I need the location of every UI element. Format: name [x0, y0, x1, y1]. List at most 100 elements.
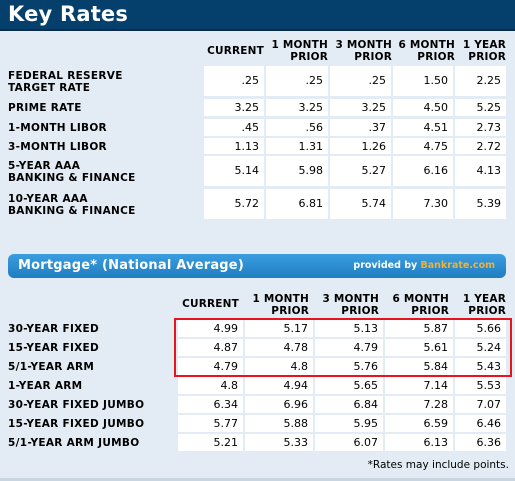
key-rate-row: 3-MONTH LIBOR 1.13 1.31 1.26 4.75 2.72: [4, 138, 510, 155]
mortgage-value: 5.65: [315, 377, 383, 394]
mortgage-value: 6.96: [245, 396, 313, 413]
mortgage-value: 5.13: [315, 320, 383, 337]
title-bar: Key Rates: [0, 0, 515, 31]
key-rate-value: 2.72: [455, 138, 506, 154]
mortgage-value: 6.46: [455, 415, 506, 432]
key-rate-value: 4.51: [393, 119, 453, 136]
mortgage-label: 30-YEAR FIXED JUMBO: [8, 399, 145, 411]
key-rate-row: 1-MONTH LIBOR .45.56.37 4.51 2.73: [4, 119, 510, 137]
bottom-divider: [0, 478, 515, 481]
key-rate-value: .37: [330, 119, 391, 136]
key-rate-label: 1-MONTH LIBOR: [8, 122, 107, 134]
key-rate-label: PRIME RATE: [8, 102, 82, 114]
mg-col-header-3-month: 3 MONTH PRIOR: [322, 293, 379, 317]
mg-col-header-1-year: 1 YEAR PRIOR: [462, 293, 506, 317]
key-rate-value: 5.98: [266, 156, 328, 186]
key-rate-value: 5.14: [204, 156, 264, 186]
key-rate-value: 3.25: [330, 99, 391, 116]
key-rate-value: 1.31: [266, 138, 328, 154]
key-rate-value: .25: [266, 66, 328, 96]
bankrate-link[interactable]: Bankrate.com: [420, 260, 495, 271]
key-rate-value: 1.26: [330, 138, 391, 154]
provider-credit[interactable]: provided by Bankrate.com: [353, 260, 495, 271]
mortgage-value: 5.17: [245, 320, 313, 337]
key-rate-label: 10-YEAR AAA BANKING & FINANCE: [8, 193, 136, 217]
mortgage-value: 6.84: [315, 396, 383, 413]
mortgage-value: 5.87: [385, 320, 453, 337]
mortgage-value: 7.28: [385, 396, 453, 413]
mortgage-value: 4.87: [178, 339, 243, 356]
mg-col-header-6-month: 6 MONTH PRIOR: [392, 293, 449, 317]
mortgage-label: 5/1-YEAR ARM: [8, 361, 95, 373]
mortgage-label: 30-YEAR FIXED: [8, 323, 100, 335]
key-rate-value: 5.74: [330, 189, 391, 219]
key-rate-value: 6.81: [266, 189, 328, 219]
mortgage-header-bar: Mortgage* (National Average) provided by…: [8, 254, 506, 278]
mortgage-value: 6.36: [455, 434, 506, 451]
col-header-6-month: 6 MONTH PRIOR: [398, 39, 455, 63]
key-rate-row: 5-YEAR AAA BANKING & FINANCE 5.14 5.98 5.27 6…: [4, 156, 510, 187]
mortgage-value: 5.88: [245, 415, 313, 432]
key-rate-value: 3.25: [266, 99, 328, 116]
key-rate-value: 2.25: [455, 66, 506, 96]
provided-by-text: provided by: [353, 260, 418, 271]
page-title: Key Rates: [8, 2, 129, 26]
mortgage-value: 4.8: [178, 377, 243, 394]
mortgage-value: 7.07: [455, 396, 506, 413]
key-rate-value: 3.25: [204, 99, 264, 116]
key-rate-value: 7.30: [393, 189, 453, 219]
mortgage-value: 5.66: [455, 320, 506, 337]
key-rate-row: PRIME RATE 3.25 3.25 3.25 4.50 5.25: [4, 99, 510, 117]
key-rate-value: 5.25: [455, 99, 506, 116]
key-rate-value: 6.16: [393, 156, 453, 186]
mortgage-value: 4.99: [178, 320, 243, 337]
key-rate-label: FEDERAL RESERVE TARGET RATE: [8, 70, 123, 94]
mortgage-value: 5.61: [385, 339, 453, 356]
mortgage-value: 4.79: [178, 358, 243, 375]
mortgage-row: 30-YEAR FIXED 4.99 5.17 5.13 5.87 5.66: [4, 320, 510, 338]
key-rate-value: 4.13: [455, 156, 506, 186]
mortgage-row: 15-YEAR FIXED 4.87 4.78 4.79 5.61 5.24: [4, 339, 510, 357]
key-rate-value: 5.72: [204, 189, 264, 219]
key-rate-value: .25: [204, 66, 264, 96]
mortgage-value: 6.34: [178, 396, 243, 413]
mortgage-value: 5.33: [245, 434, 313, 451]
mortgage-value: 5.24: [455, 339, 506, 356]
mortgage-label: 1-YEAR ARM: [8, 380, 83, 392]
key-rate-label: 5-YEAR AAA BANKING & FINANCE: [8, 160, 136, 184]
mortgage-value: 4.78: [245, 339, 313, 356]
key-rate-value: 4.75: [393, 138, 453, 154]
mortgage-value: 5.84: [385, 358, 453, 375]
mortgage-row: 30-YEAR FIXED JUMBO 6.34 6.96 6.84 7.28 7.07: [4, 396, 510, 414]
mortgage-row: 15-YEAR FIXED JUMBO 5.77 5.88 5.95 6.59 6.46: [4, 415, 510, 433]
mortgage-value: 5.77: [178, 415, 243, 432]
key-rate-value: 5.39: [455, 189, 506, 219]
mortgage-row: 1-YEAR ARM 4.8 4.94 5.65 7.14 5.53: [4, 377, 510, 395]
mortgage-value: 6.07: [315, 434, 383, 451]
col-header-current: CURRENT: [207, 45, 264, 57]
mortgage-row: 5/1-YEAR ARM 4.79 4.8 5.76 5.84 5.43: [4, 358, 510, 376]
mortgage-value: 4.94: [245, 377, 313, 394]
key-rate-value: 4.50: [393, 99, 453, 116]
key-rate-label: 3-MONTH LIBOR: [8, 141, 107, 153]
mortgage-label: 15-YEAR FIXED: [8, 342, 100, 354]
mortgage-value: 6.13: [385, 434, 453, 451]
mg-col-header-current: CURRENT: [182, 298, 239, 310]
key-rate-row: FEDERAL RESERVE TARGET RATE .25.25.25 1.50 2…: [4, 66, 510, 97]
key-rate-value: .25: [330, 66, 391, 96]
mg-col-header-1-month: 1 MONTH PRIOR: [252, 293, 309, 317]
mortgage-value: 5.76: [315, 358, 383, 375]
key-rate-value: 1.13: [204, 138, 264, 154]
key-rate-value: .45: [204, 119, 264, 136]
key-rate-value: .56: [266, 119, 328, 136]
mortgage-value: 5.53: [455, 377, 506, 394]
mortgage-value: 5.21: [178, 434, 243, 451]
rates-footnote: *Rates may include points.: [367, 459, 509, 471]
mortgage-value: 5.43: [455, 358, 506, 375]
key-rate-row: 10-YEAR AAA BANKING & FINANCE 5.72 6.81 5.74…: [4, 189, 510, 220]
col-header-1-year: 1 YEAR PRIOR: [462, 39, 506, 63]
mortgage-label: 5/1-YEAR ARM JUMBO: [8, 437, 140, 449]
mortgage-row: 5/1-YEAR ARM JUMBO 5.21 5.33 6.07 6.13 6.36: [4, 434, 510, 452]
col-header-3-month: 3 MONTH PRIOR: [335, 39, 392, 63]
